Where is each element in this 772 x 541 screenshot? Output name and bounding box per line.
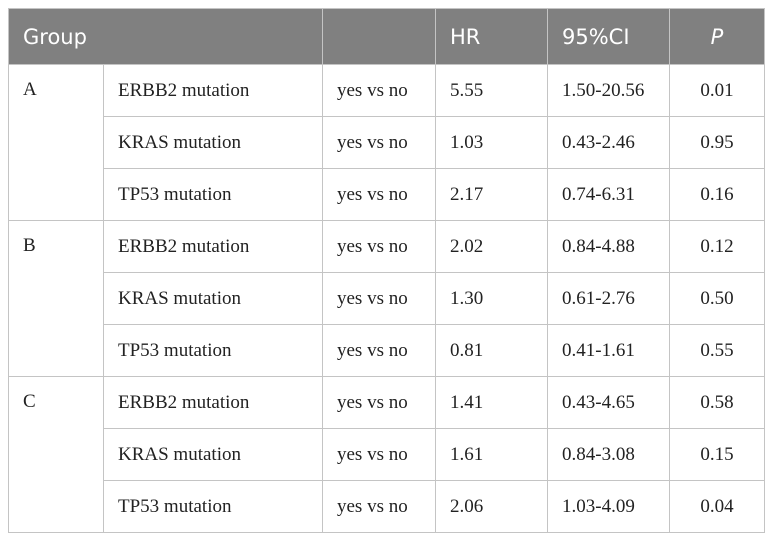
header-cell	[322, 8, 436, 65]
header-cell: Group	[8, 8, 323, 65]
hr-cell: 2.17	[435, 168, 548, 221]
table-body: A ERBB2 mutation yes vs no 5.55 1.50-20.56 0.…	[8, 64, 765, 533]
hr-cell: 1.30	[435, 272, 548, 325]
header-cell: P	[669, 8, 765, 65]
p-cell: 0.04	[669, 480, 765, 533]
p-cell: 0.12	[669, 220, 765, 273]
p-cell: 0.15	[669, 428, 765, 481]
comparison-cell: yes vs no	[322, 168, 436, 221]
comparison-cell: yes vs no	[322, 272, 436, 325]
ci-cell: 0.43-2.46	[547, 116, 670, 169]
gene-cell: TP53 mutation	[103, 168, 323, 221]
ci-cell: 0.84-3.08	[547, 428, 670, 481]
gene-cell: ERBB2 mutation	[103, 220, 323, 273]
ci-cell: 1.03-4.09	[547, 480, 670, 533]
group-cell: A	[8, 64, 104, 221]
ci-cell: 0.41-1.61	[547, 324, 670, 377]
gene-cell: TP53 mutation	[103, 324, 323, 377]
p-cell: 0.50	[669, 272, 765, 325]
p-cell: 0.01	[669, 64, 765, 117]
hr-cell: 1.03	[435, 116, 548, 169]
table-header: Group HR 95%CI P	[8, 8, 765, 65]
comparison-cell: yes vs no	[322, 428, 436, 481]
comparison-cell: yes vs no	[322, 64, 436, 117]
hr-cell: 1.61	[435, 428, 548, 481]
comparison-cell: yes vs no	[322, 220, 436, 273]
ci-cell: 0.61-2.76	[547, 272, 670, 325]
ci-cell: 0.43-4.65	[547, 376, 670, 429]
table-row: A ERBB2 mutation yes vs no 5.55 1.50-20.56 0.…	[8, 64, 765, 221]
p-cell: 0.16	[669, 168, 765, 221]
group-cell: C	[8, 376, 104, 533]
table-row: KRAS mutation yes vs no 1.30 0.61-2.76 0.50	[9, 272, 765, 325]
gene-cell: KRAS mutation	[103, 272, 323, 325]
p-cell: 0.95	[669, 116, 765, 169]
hr-cell: 2.02	[435, 220, 548, 273]
ci-cell: 1.50-20.56	[547, 64, 670, 117]
table-row: TP53 mutation yes vs no 2.06 1.03-4.09 0.04	[9, 480, 765, 533]
gene-cell: KRAS mutation	[103, 116, 323, 169]
comparison-cell: yes vs no	[322, 324, 436, 377]
gene-cell: KRAS mutation	[103, 428, 323, 481]
p-cell: 0.55	[669, 324, 765, 377]
gene-cell: TP53 mutation	[103, 480, 323, 533]
gene-cell: ERBB2 mutation	[103, 376, 323, 429]
table-row: KRAS mutation yes vs no 1.61 0.84-3.08 0.15	[9, 428, 765, 481]
comparison-cell: yes vs no	[322, 480, 436, 533]
comparison-cell: yes vs no	[322, 376, 436, 429]
header-row: Group HR 95%CI P	[8, 8, 765, 65]
hr-cell: 0.81	[435, 324, 548, 377]
table-row: C ERBB2 mutation yes vs no 1.41 0.43-4.65 0.5…	[8, 376, 765, 533]
header-cell: HR	[435, 8, 548, 65]
header-cell: 95%CI	[547, 8, 670, 65]
results-table: Group HR 95%CI P A ERBB2 mutation yes vs n…	[8, 8, 765, 533]
table-row: TP53 mutation yes vs no 0.81 0.41-1.61 0.55	[9, 324, 765, 377]
comparison-cell: yes vs no	[322, 116, 436, 169]
hr-cell: 2.06	[435, 480, 548, 533]
gene-cell: ERBB2 mutation	[103, 64, 323, 117]
group-cell: B	[8, 220, 104, 377]
table-row: TP53 mutation yes vs no 2.17 0.74-6.31 0.16	[9, 168, 765, 221]
hr-cell: 1.41	[435, 376, 548, 429]
hr-cell: 5.55	[435, 64, 548, 117]
p-cell: 0.58	[669, 376, 765, 429]
ci-cell: 0.74-6.31	[547, 168, 670, 221]
ci-cell: 0.84-4.88	[547, 220, 670, 273]
table-row: B ERBB2 mutation yes vs no 2.02 0.84-4.88 0.1…	[8, 220, 765, 377]
table-row: KRAS mutation yes vs no 1.03 0.43-2.46 0.95	[9, 116, 765, 169]
